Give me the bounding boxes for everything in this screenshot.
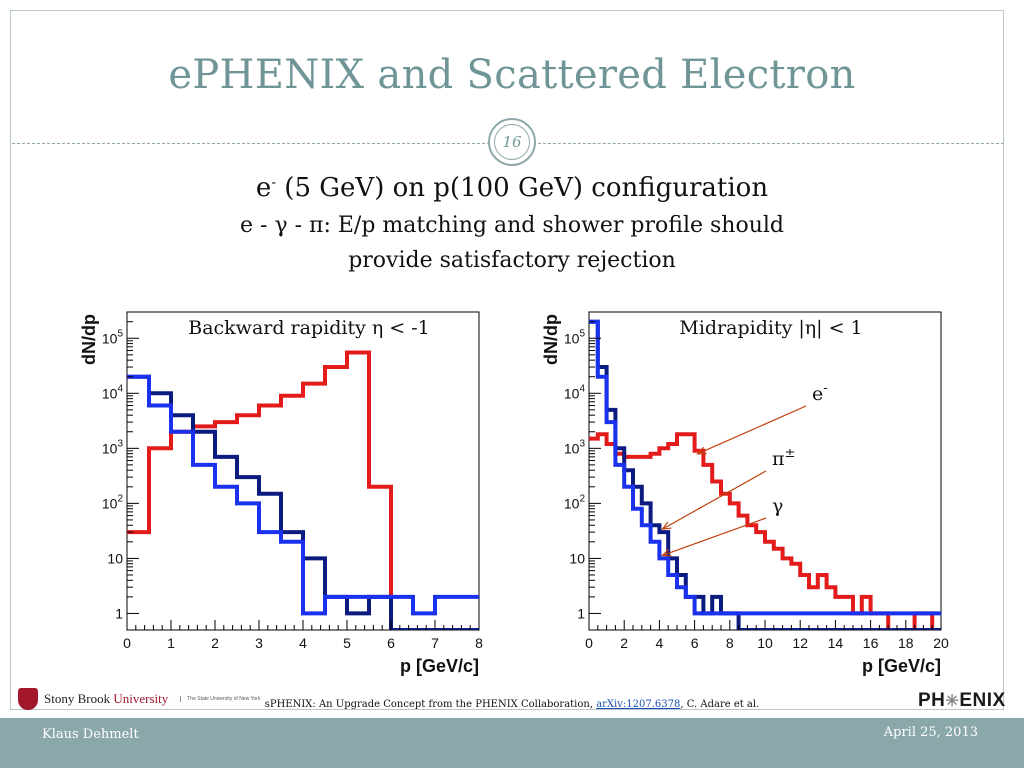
annotation-arrow: [662, 470, 767, 530]
slide-frame: [10, 10, 1004, 710]
title-divider-left: [12, 143, 490, 144]
y-tick-label: 102: [102, 493, 124, 511]
subtitle-line-2: e - γ - π: E/p matching and shower profi…: [240, 213, 784, 238]
series-line-gamma: [127, 374, 479, 616]
panel-title: Midrapidity |η| < 1: [679, 317, 862, 339]
slide-title: ePHENIX and Scattered Electron: [168, 52, 856, 98]
x-tick-label: 18: [898, 635, 914, 651]
x-tick-label: 1: [167, 635, 175, 651]
series-line-electron: [589, 432, 941, 630]
x-tick-label: 12: [792, 635, 808, 651]
y-tick-label: 103: [102, 438, 124, 456]
y-tick-label: 10: [107, 550, 123, 566]
annotation-arrow: [697, 405, 807, 455]
y-tick-label: 104: [564, 383, 586, 401]
slide-subtitle: e- (5 GeV) on p(100 GeV) configuration: [0, 173, 1024, 203]
y-tick-label: 105: [102, 328, 124, 346]
annotation-arrow: [662, 517, 767, 556]
y-tick-label: 103: [564, 438, 586, 456]
x-axis-title: p [GeV/c]: [862, 656, 941, 676]
x-tick-label: 10: [757, 635, 773, 651]
y-tick-label: 1: [577, 605, 585, 621]
y-tick-label: 102: [564, 493, 586, 511]
phenix-star-icon: ✳: [945, 693, 960, 710]
x-tick-label: 0: [123, 635, 131, 651]
panel-title: Backward rapidity η < -1: [188, 317, 430, 339]
x-tick-label: 4: [299, 635, 307, 651]
subtitle-electron: e: [255, 173, 272, 203]
y-tick-label: 1: [115, 605, 123, 621]
chart-midrapidity: 0 2 4 6 8 10 12 14 16 18 20 1 10 102 103 104 105 p [GeV/c…: [541, 311, 949, 676]
annotation-arrowhead: [696, 446, 707, 455]
subtitle-configuration: (5 GeV) on p(100 GeV) configuration: [276, 173, 769, 203]
phenix-logo: PH✳ENIX: [918, 690, 1006, 711]
stony-brook-wordmark: Stony Brook University: [44, 691, 169, 706]
annotation-arrowhead: [661, 521, 672, 530]
arxiv-link[interactable]: arXiv:1207.6378: [596, 699, 681, 710]
y-tick-label: 105: [564, 328, 586, 346]
x-tick-label: 16: [863, 635, 879, 651]
x-tick-label: 20: [933, 635, 949, 651]
y-axis-title: dN/dp: [79, 314, 99, 365]
x-tick-label: 6: [691, 635, 699, 651]
y-axis-title: dN/dp: [541, 314, 561, 365]
x-tick-label: 0: [585, 635, 593, 651]
x-tick-label: 14: [828, 635, 844, 651]
x-tick-label: 8: [726, 635, 734, 651]
y-tick-label: 104: [102, 383, 124, 401]
x-tick-label: 5: [343, 635, 351, 651]
x-tick-label: 3: [255, 635, 263, 651]
y-tick-label: 10: [569, 550, 585, 566]
series-line-gamma: [589, 319, 941, 616]
x-tick-label: 2: [211, 635, 219, 651]
x-axis-title: p [GeV/c]: [400, 656, 479, 676]
page-number: 16: [494, 124, 530, 160]
presentation-date: April 25, 2013: [883, 725, 978, 740]
citation: sPHENIX: An Upgrade Concept from the PHE…: [264, 699, 760, 710]
x-tick-label: 6: [387, 635, 395, 651]
subtitle-line-3: provide satisfactory rejection: [348, 248, 676, 273]
presenter-name: Klaus Dehmelt: [42, 727, 139, 742]
subtitle-electron-charge: -: [271, 174, 277, 191]
annotation-label: γ: [772, 495, 783, 517]
x-tick-label: 2: [620, 635, 628, 651]
footer-bar: Klaus Dehmelt April 25, 2013: [0, 718, 1024, 768]
page-number-badge: 16: [488, 118, 536, 166]
stony-brook-logo: Stony Brook University The State Univers…: [18, 686, 260, 712]
stony-brook-tagline: The State University of New York: [180, 696, 260, 702]
x-tick-label: 4: [656, 635, 664, 651]
series-line-pion: [589, 319, 941, 630]
stony-brook-seal-icon: [18, 688, 38, 710]
x-tick-label: 8: [475, 635, 483, 651]
title-divider-right: [538, 143, 1004, 144]
x-tick-label: 7: [431, 635, 439, 651]
annotation-arrowhead: [660, 548, 672, 557]
